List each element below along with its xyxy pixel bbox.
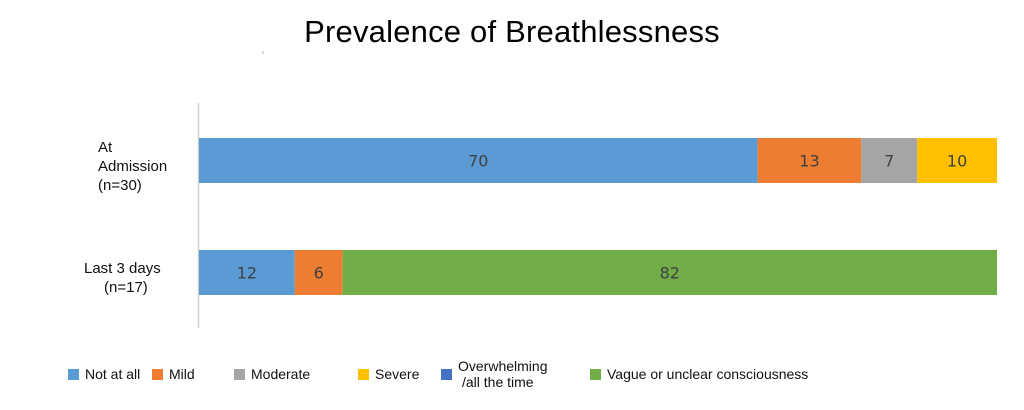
legend-label: Vague or unclear consciousness bbox=[607, 366, 809, 382]
bar-segment bbox=[294, 250, 343, 295]
data-label: 82 bbox=[660, 264, 680, 283]
data-label: 10 bbox=[947, 152, 967, 171]
chart-title: Prevalence of Breathlessness bbox=[304, 14, 720, 49]
category-label-line: Admission bbox=[98, 158, 168, 175]
legend-item: Overwhelming/all the time bbox=[441, 358, 547, 390]
bar-segment bbox=[917, 138, 997, 183]
legend-swatch bbox=[358, 368, 369, 380]
data-label: 12 bbox=[237, 264, 257, 283]
bar-segment bbox=[199, 250, 295, 295]
legend-swatch bbox=[68, 368, 79, 380]
bar-segment bbox=[861, 138, 918, 183]
category-label-line: At bbox=[98, 139, 113, 156]
legend-label: Mild bbox=[169, 366, 195, 382]
bar-segment bbox=[199, 138, 758, 183]
legend-item: Moderate bbox=[234, 366, 310, 382]
data-label: 70 bbox=[468, 152, 488, 171]
data-label: 7 bbox=[884, 152, 894, 171]
legend-item: Mild bbox=[152, 366, 195, 382]
legend-swatch bbox=[152, 368, 163, 380]
legend-item: Severe bbox=[358, 366, 419, 382]
legend-item: Vague or unclear consciousness bbox=[590, 366, 808, 382]
bar-segment bbox=[757, 138, 862, 183]
data-label: 13 bbox=[799, 152, 819, 171]
legend-swatch bbox=[234, 368, 245, 380]
category-label-line: (n=30) bbox=[98, 177, 142, 194]
legend-label: Severe bbox=[375, 366, 420, 382]
legend-swatch bbox=[441, 368, 452, 380]
stray-mark: ‘ bbox=[262, 50, 264, 60]
legend-item: Not at all bbox=[68, 366, 140, 382]
category-label-at-admission: At Admission (n=30) bbox=[98, 138, 167, 195]
category-label-last-3-days: Last 3 days (n=17) bbox=[84, 259, 161, 297]
legend-swatch bbox=[590, 368, 601, 380]
category-label-line: (n=17) bbox=[104, 279, 148, 296]
legend-label: Moderate bbox=[251, 366, 311, 382]
category-label-line: Last 3 days bbox=[84, 260, 161, 277]
data-label: 6 bbox=[314, 264, 324, 283]
bar-segment bbox=[342, 250, 997, 295]
legend-label: Overwhelming/all the time bbox=[458, 358, 548, 390]
legend-label: Not at all bbox=[85, 366, 141, 382]
